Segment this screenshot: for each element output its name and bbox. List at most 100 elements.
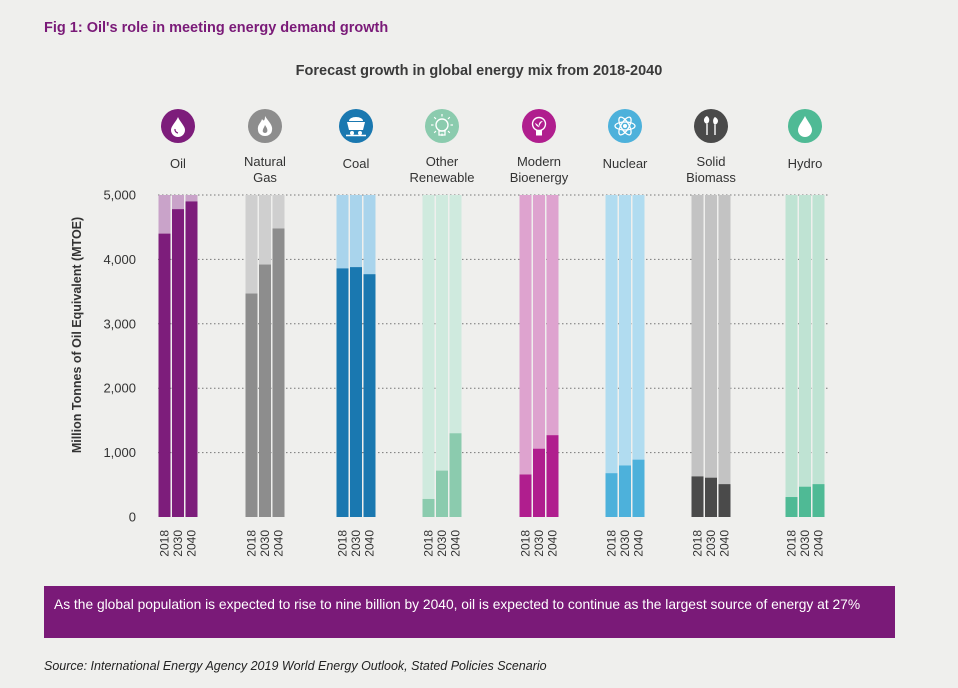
bar (785, 497, 798, 517)
year-tick-label: 2018 (519, 530, 533, 557)
bar (245, 293, 258, 517)
bar (799, 486, 811, 517)
year-tick-label: 2040 (812, 530, 826, 557)
year-tick-label: 2030 (798, 530, 812, 557)
bar-background (619, 195, 631, 517)
category-label: Gas (253, 170, 277, 185)
category-label: Modern (517, 154, 561, 169)
year-tick-label: 2040 (546, 530, 560, 557)
energy-group-coal: Coal 2018 2030 2040 (336, 109, 377, 557)
bar-background (691, 195, 704, 517)
bar (812, 484, 825, 517)
category-label: Oil (170, 156, 186, 171)
figure-label: Fig 1: Oil's role in meeting energy dema… (44, 20, 389, 36)
year-tick-label: 2030 (532, 530, 546, 557)
bar (691, 476, 704, 517)
year-tick-label: 2040 (718, 530, 732, 557)
category-label: Renewable (409, 170, 474, 185)
y-axis-label: Million Tonnes of Oil Equivalent (MTOE) (70, 217, 84, 453)
chart-title: Forecast growth in global energy mix fro… (295, 63, 663, 79)
year-tick-label: 2018 (245, 530, 259, 557)
year-tick-label: 2018 (336, 530, 350, 557)
mine-cart-icon (346, 117, 366, 137)
y-tick-label: 5,000 (103, 188, 136, 203)
bar (533, 448, 545, 517)
bar (436, 470, 448, 517)
bar (619, 465, 631, 517)
year-tick-label: 2030 (258, 530, 272, 557)
flame-icon (257, 116, 273, 136)
year-tick-label: 2030 (171, 530, 185, 557)
atom-icon (614, 116, 636, 136)
category-label: Bioenergy (510, 170, 569, 185)
bar-background (519, 195, 532, 517)
y-tick-label: 0 (129, 510, 136, 525)
plants-icon (703, 116, 718, 135)
bar (705, 477, 717, 517)
bar (632, 459, 645, 517)
energy-mix-chart: Million Tonnes of Oil Equivalent (MTOE) 0… (70, 109, 830, 557)
source-note: Source: International Energy Agency 2019… (44, 659, 547, 673)
category-label: Natural (244, 154, 286, 169)
water-drop-icon (798, 116, 812, 137)
bar-background (718, 195, 731, 517)
bar (185, 201, 198, 517)
category-label: Hydro (788, 156, 823, 171)
year-tick-label: 2030 (618, 530, 632, 557)
bar-background (422, 195, 435, 517)
year-tick-label: 2040 (363, 530, 377, 557)
bar (172, 209, 184, 517)
bar (259, 264, 271, 517)
year-tick-label: 2018 (605, 530, 619, 557)
category-label: Other (426, 154, 459, 169)
y-tick-label: 1,000 (103, 445, 136, 460)
bar-background (436, 195, 448, 517)
y-tick-label: 4,000 (103, 252, 136, 267)
bioenergy-bulb-icon (531, 116, 547, 136)
year-tick-label: 2040 (272, 530, 286, 557)
icon-circle (694, 109, 728, 143)
energy-group-nuclear: Nuclear 2018 2030 2040 (603, 109, 648, 557)
bar-background (605, 195, 618, 517)
y-tick-label: 3,000 (103, 316, 136, 331)
bar (158, 233, 171, 517)
year-tick-label: 2018 (422, 530, 436, 557)
bar (718, 484, 731, 517)
bar-background (632, 195, 645, 517)
year-tick-label: 2040 (185, 530, 199, 557)
bar (449, 433, 462, 517)
bar (546, 435, 559, 517)
bar (363, 274, 376, 517)
year-tick-label: 2040 (449, 530, 463, 557)
bar-background (533, 195, 545, 517)
bar-background (785, 195, 798, 517)
energy-group-hydro: Hydro 2018 2030 2040 (785, 109, 826, 557)
bar (272, 228, 285, 517)
lightbulb-icon (431, 114, 453, 136)
oil-drop-icon (171, 117, 185, 137)
bar-background (705, 195, 717, 517)
y-tick-label: 2,000 (103, 381, 136, 396)
bar (422, 498, 435, 517)
year-tick-label: 2018 (691, 530, 705, 557)
bar (336, 268, 349, 517)
year-tick-label: 2030 (435, 530, 449, 557)
callout-box: As the global population is expected to … (44, 586, 895, 638)
bar-background (812, 195, 825, 517)
category-label: Biomass (686, 170, 736, 185)
bar-background (799, 195, 811, 517)
category-label: Nuclear (603, 156, 648, 171)
energy-group-oil: Oil 2018 2030 2040 (158, 109, 199, 557)
icon-circle (425, 109, 459, 143)
year-tick-label: 2030 (349, 530, 363, 557)
category-label: Solid (697, 154, 726, 169)
year-tick-label: 2040 (632, 530, 646, 557)
bar (350, 267, 362, 517)
bar (519, 474, 532, 517)
year-tick-label: 2018 (158, 530, 172, 557)
category-label: Coal (343, 156, 370, 171)
